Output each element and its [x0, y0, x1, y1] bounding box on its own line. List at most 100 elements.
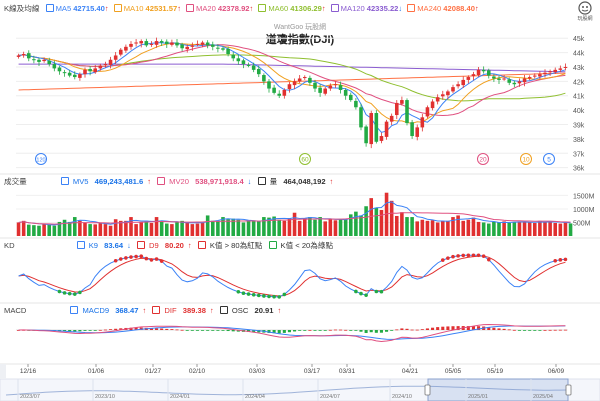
mv20-swatch: [157, 177, 166, 185]
volume-bar: [568, 223, 573, 236]
mv5-name: MV5: [72, 177, 89, 186]
volume-bar: [425, 220, 430, 236]
volume-bar: [78, 220, 82, 236]
candle-body: [98, 65, 103, 69]
kd-green-dot: [57, 289, 62, 294]
candle-body: [57, 67, 62, 72]
volume-bar: [164, 223, 169, 236]
vol-value: 464,048,192: [283, 177, 326, 186]
navigator-right-handle[interactable]: [565, 384, 572, 396]
navigator-background: [0, 378, 600, 401]
volume-bar: [292, 212, 297, 236]
osc-bar: [477, 326, 481, 330]
navigator-date-label: 2023/07: [20, 394, 40, 400]
osc-bar: [333, 329, 337, 331]
volume-bar: [185, 223, 190, 236]
y-tick-label: 40k: [573, 108, 585, 115]
candle-body: [410, 122, 414, 137]
volume-bar: [129, 217, 133, 236]
volume-bar: [200, 221, 205, 236]
candle-body: [440, 94, 445, 97]
kd-red-dot: [456, 254, 460, 258]
dif-name: DIF: [164, 306, 177, 315]
k-swatch: [76, 241, 85, 249]
volume-bar: [543, 221, 547, 236]
ma-legend-dir: ↑: [177, 4, 182, 13]
volume-bar: [461, 220, 466, 236]
mv5-line: [18, 201, 571, 226]
kd-red-dot: [149, 258, 154, 262]
k-green-dot-swatch: [268, 241, 277, 249]
volume-bar: [369, 198, 374, 236]
kd-green-dot: [67, 291, 72, 296]
ma-legend-name: MA240: [417, 4, 442, 13]
ma-event-marker: [543, 153, 555, 165]
ma-legend-dir: ↑: [321, 4, 326, 13]
mv5-value: 469,243,481.6: [94, 177, 144, 186]
kd-red-dot: [471, 253, 476, 258]
candle-body: [517, 81, 522, 84]
navigator-left-handle[interactable]: [424, 384, 431, 396]
osc-bar: [390, 330, 394, 331]
volume-bar: [497, 222, 501, 236]
candle-body: [405, 100, 409, 124]
osc-bar: [379, 330, 383, 333]
candle-body: [297, 78, 302, 82]
kd-red-dot: [159, 259, 164, 263]
volume-bar: [256, 221, 261, 236]
k-line: [18, 254, 566, 298]
kd-green-dot: [251, 292, 256, 297]
candle-body: [451, 87, 455, 92]
osc-name: OSC: [231, 306, 249, 315]
osc-bar: [252, 330, 256, 333]
osc-bar: [165, 328, 169, 330]
osc-bar: [129, 327, 133, 330]
candle-body: [333, 84, 338, 86]
candle-body: [241, 60, 246, 65]
kd-green-dot: [359, 291, 363, 296]
volume-bar: [343, 218, 348, 236]
candle-body: [532, 75, 537, 77]
kd-red-dot: [558, 258, 563, 262]
osc-bar: [287, 330, 291, 333]
volume-bar: [410, 217, 414, 236]
candle-body: [389, 115, 394, 122]
candle-body: [231, 54, 236, 59]
volume-bar: [456, 215, 460, 236]
candle-body: [37, 59, 41, 62]
osc-bar: [512, 329, 516, 331]
candle-body: [543, 72, 547, 75]
candle-body: [538, 74, 542, 77]
candle-body: [113, 55, 118, 60]
volume-bar: [507, 223, 512, 236]
volume-tick-label: 1000M: [573, 207, 595, 214]
kd-red-dot: [134, 254, 138, 259]
volume-bar: [98, 223, 103, 236]
volume-bar: [72, 217, 77, 236]
osc-bar: [471, 326, 475, 330]
ma-legend-swatch: [407, 4, 416, 12]
kd-note-1: K值 > 80為紅點: [209, 241, 263, 250]
volume-tick-label: 500M: [573, 220, 591, 227]
volume-bar: [88, 224, 92, 236]
y-tick-label: 37k: [573, 151, 585, 158]
kd-note-2: K值 < 20為綠點: [280, 241, 334, 250]
osc-bar: [68, 330, 72, 332]
kd-red-dot: [466, 253, 471, 258]
macd-dir: ↑: [142, 306, 147, 315]
osc-bar: [425, 328, 429, 330]
kd-green-dot: [246, 292, 251, 296]
volume-bar: [251, 220, 256, 236]
osc-bar: [517, 330, 521, 331]
volume-bar: [231, 218, 236, 236]
candle-body: [369, 113, 374, 145]
candle-body: [374, 113, 379, 142]
osc-bar: [155, 328, 159, 330]
scrollbar-left: [0, 364, 6, 379]
volume-bar: [149, 223, 154, 236]
ma-legend-swatch: [45, 4, 54, 12]
ma20-line: [18, 44, 566, 117]
kd-green-dot: [282, 292, 287, 297]
macd-line: [18, 325, 566, 340]
